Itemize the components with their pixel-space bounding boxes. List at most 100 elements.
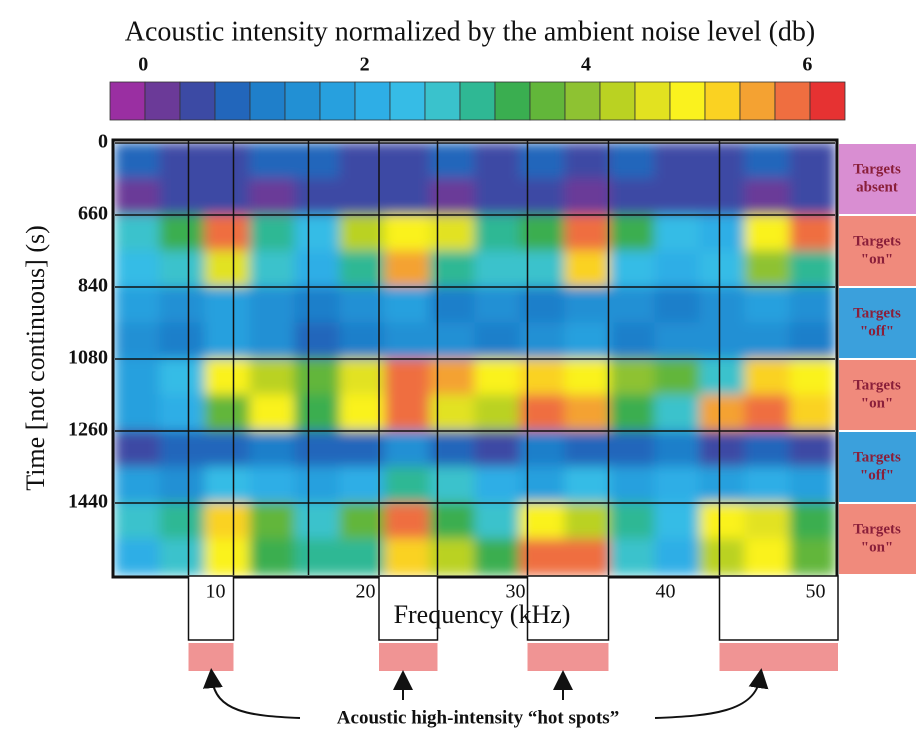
heat-cell: [294, 430, 341, 468]
heat-cell: [564, 178, 611, 216]
heat-cell: [789, 286, 836, 324]
colorbar-cell: [529, 81, 566, 121]
heat-cell: [519, 466, 566, 504]
hot-spot-box: [187, 575, 235, 641]
heat-cell: [159, 502, 206, 540]
colorbar-cell: [109, 81, 146, 121]
heat-cell: [519, 250, 566, 288]
heat-cell: [159, 214, 206, 252]
heat-cell: [699, 214, 746, 252]
heat-cell: [384, 394, 431, 432]
heat-cell: [114, 178, 161, 216]
heat-cell: [384, 358, 431, 396]
heat-cell: [204, 142, 251, 180]
x-tick-label: 50: [806, 581, 826, 603]
segment-label: Targets: [853, 449, 901, 465]
heat-cell: [744, 250, 791, 288]
colorbar-cell: [494, 81, 531, 121]
heat-cell: [789, 142, 836, 180]
heat-cell: [159, 142, 206, 180]
heat-cell: [294, 286, 341, 324]
segment-label: "off": [860, 467, 894, 483]
heat-cell: [564, 502, 611, 540]
arrow: [202, 668, 301, 719]
heat-cell: [744, 178, 791, 216]
heat-cell: [519, 538, 566, 576]
heat-cell: [114, 466, 161, 504]
heat-cell: [249, 286, 296, 324]
segment-box: [839, 216, 916, 286]
x-tick-label: 10: [206, 581, 226, 603]
heat-cell: [654, 250, 701, 288]
heat-cell: [429, 502, 476, 540]
heat-cell: [114, 358, 161, 396]
x-tick-label: 30: [506, 581, 526, 603]
heat-cell: [159, 286, 206, 324]
heat-cell: [699, 178, 746, 216]
colorbar-cell: [319, 81, 356, 121]
heat-cell: [204, 466, 251, 504]
heat-cell: [249, 142, 296, 180]
heat-cell: [384, 322, 431, 360]
heat-cell: [294, 250, 341, 288]
heat-cell: [744, 214, 791, 252]
heat-cell: [339, 142, 386, 180]
segment-label: "off": [860, 323, 894, 339]
heat-cell: [609, 250, 656, 288]
heat-cell: [114, 538, 161, 576]
segment-label: absent: [856, 179, 898, 195]
heat-cell: [339, 466, 386, 504]
heat-cell: [204, 358, 251, 396]
arrow: [654, 668, 769, 719]
y-tick-label: 1260: [68, 419, 108, 441]
heat-cell: [294, 178, 341, 216]
y-tick-label: 1440: [68, 491, 108, 513]
heat-cell: [654, 466, 701, 504]
heat-cell: [429, 178, 476, 216]
heat-cell: [699, 250, 746, 288]
heat-cell: [249, 466, 296, 504]
heat-cell: [564, 286, 611, 324]
heat-cell: [294, 358, 341, 396]
heat-cell: [654, 394, 701, 432]
heat-cell: [789, 430, 836, 468]
segment-label: "on": [861, 539, 894, 555]
heat-cell: [609, 142, 656, 180]
heat-cell: [339, 214, 386, 252]
x-axis-label: Frequency (kHz): [394, 600, 571, 629]
heat-cell: [204, 250, 251, 288]
heat-cell: [384, 286, 431, 324]
heat-cell: [294, 466, 341, 504]
heat-cell: [204, 430, 251, 468]
heat-cell: [249, 430, 296, 468]
heat-cell: [159, 394, 206, 432]
heat-cell: [789, 322, 836, 360]
heat-cell: [744, 430, 791, 468]
heat-cell: [204, 502, 251, 540]
heat-cell: [294, 142, 341, 180]
colorbar-cell: [669, 81, 706, 121]
heat-cell: [744, 286, 791, 324]
heat-cell: [654, 178, 701, 216]
heat-cell: [789, 178, 836, 216]
heat-cell: [159, 430, 206, 468]
heat-cell: [339, 394, 386, 432]
colorbar-tick-label: 2: [360, 54, 370, 76]
colorbar-cell: [389, 81, 426, 121]
heat-cell: [699, 394, 746, 432]
heat-cell: [654, 214, 701, 252]
heat-cell: [204, 322, 251, 360]
heat-cell: [339, 250, 386, 288]
heat-cell: [114, 502, 161, 540]
heat-cell: [474, 142, 521, 180]
segment-label: "on": [861, 395, 894, 411]
colorbar-cell: [214, 81, 251, 121]
heat-cell: [339, 286, 386, 324]
segment-label: Targets: [853, 233, 901, 249]
heat-cell: [339, 538, 386, 576]
heat-cell: [654, 322, 701, 360]
segment-box: [839, 288, 916, 358]
heat-cell: [339, 322, 386, 360]
heat-cell: [474, 358, 521, 396]
